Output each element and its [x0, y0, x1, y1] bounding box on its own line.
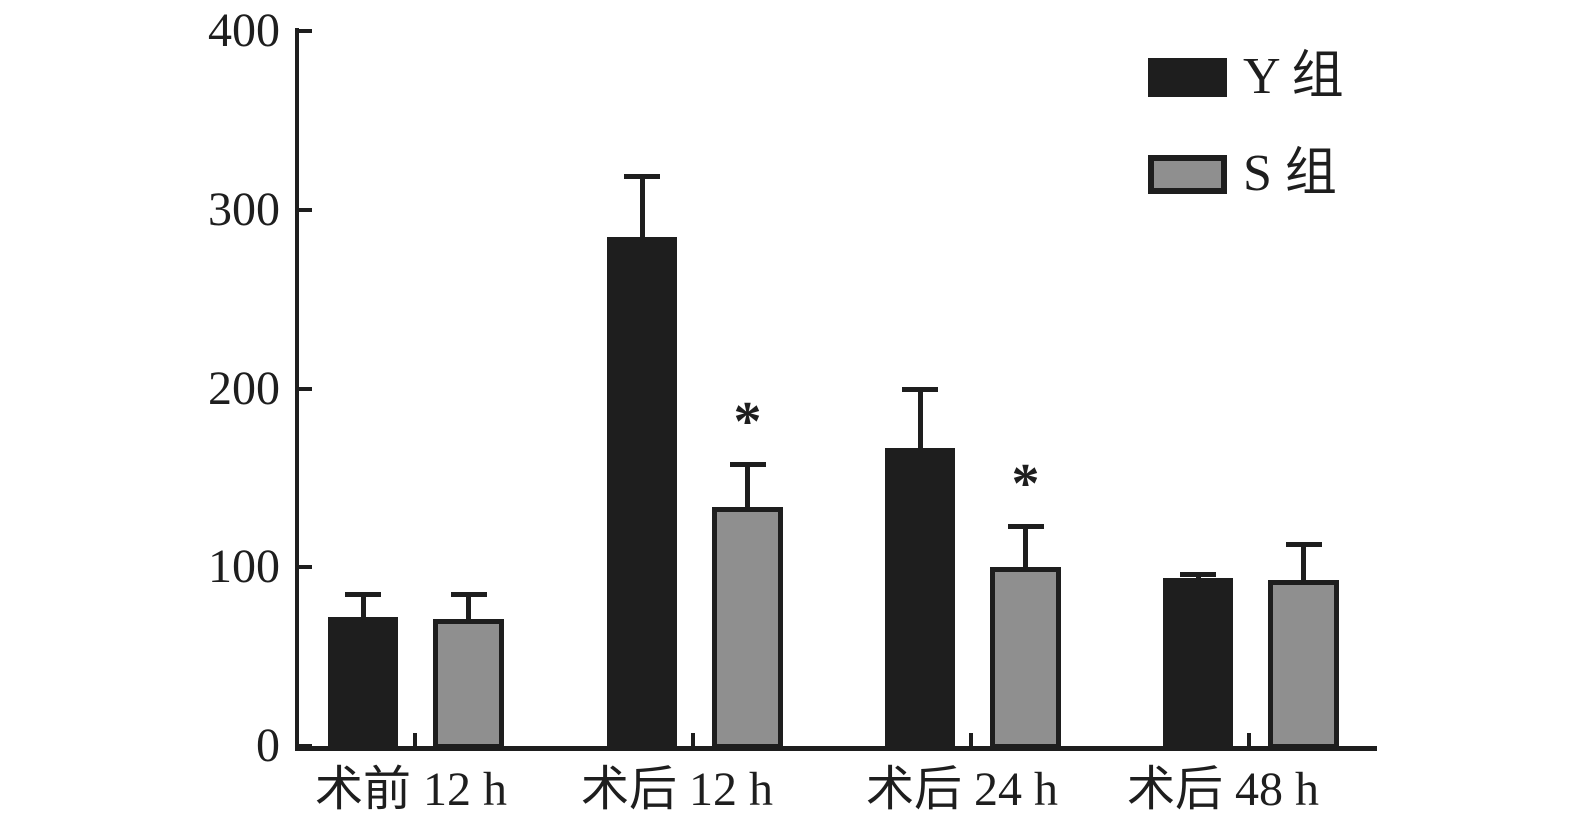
x-axis-tick: [969, 733, 973, 746]
y-axis-tick: [299, 744, 312, 748]
error-bar-line: [917, 388, 923, 448]
error-bar-line: [745, 463, 750, 507]
y-axis-tick-label: 0: [256, 719, 280, 772]
bar-y-group-2: [607, 236, 677, 749]
x-axis-line: [295, 746, 1377, 751]
error-bar-line: [466, 594, 471, 620]
error-bar-cap: [1180, 572, 1216, 578]
y-axis-tick: [299, 207, 312, 212]
legend-label-s-group: S 组: [1243, 145, 1337, 202]
x-axis-tick: [691, 733, 695, 746]
error-bar-cap: [729, 461, 766, 467]
bar-s-group-1: [433, 619, 504, 749]
error-bar-cap: [902, 386, 938, 392]
error-bar-cap: [450, 592, 487, 598]
error-bar-line: [1023, 526, 1028, 568]
significance-asterisk: *: [1011, 453, 1040, 516]
y-axis-tick-label: 400: [208, 4, 280, 58]
error-bar-cap: [1007, 524, 1044, 530]
error-bar-cap: [1285, 542, 1322, 548]
legend-swatch-y-group: [1148, 58, 1227, 97]
legend-label-y-group: Y 组: [1243, 48, 1344, 105]
bar-y-group-3: [885, 447, 955, 749]
bar-s-group-4: [1268, 579, 1339, 749]
error-bar-cap: [345, 592, 381, 598]
y-axis-tick-label: 200: [208, 361, 280, 415]
bar-s-group-3: [990, 567, 1061, 749]
error-bar-line: [639, 175, 645, 237]
x-axis-category-label: 术前 12 h: [314, 763, 508, 816]
y-axis-tick-label: 300: [208, 182, 280, 236]
x-axis-category-label: 术后 24 h: [865, 763, 1059, 816]
x-axis-tick: [1247, 733, 1251, 746]
x-axis-tick: [413, 733, 417, 746]
significance-asterisk: *: [733, 390, 762, 453]
error-bar-line: [1301, 544, 1306, 580]
bar-s-group-2: [712, 506, 783, 749]
y-axis-tick: [299, 386, 312, 391]
y-axis-line: [295, 28, 299, 751]
x-axis-category-label: 术后 48 h: [1126, 763, 1320, 816]
error-bar-line: [360, 594, 366, 618]
y-axis-tick: [299, 565, 312, 570]
bar-y-group-4: [1163, 578, 1233, 749]
y-axis-tick: [299, 29, 312, 34]
y-axis-tick-label: 100: [208, 540, 280, 594]
error-bar-cap: [624, 173, 660, 179]
x-axis-category-label: 术后 12 h: [580, 763, 774, 816]
bar-y-group-1: [328, 617, 398, 749]
legend-swatch-s-group: [1148, 155, 1227, 194]
